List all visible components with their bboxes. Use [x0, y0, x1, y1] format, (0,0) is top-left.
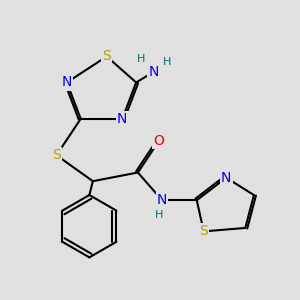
Text: S: S [199, 224, 208, 239]
Text: N: N [221, 171, 231, 185]
Text: N: N [62, 76, 72, 89]
Text: H: H [154, 210, 163, 220]
Text: O: O [153, 134, 164, 148]
Text: H: H [162, 57, 171, 67]
Text: N: N [157, 193, 167, 207]
Text: S: S [52, 148, 61, 162]
Text: N: N [148, 65, 159, 79]
Text: N: N [117, 112, 128, 126]
Text: S: S [102, 50, 111, 64]
Text: H: H [137, 54, 146, 64]
